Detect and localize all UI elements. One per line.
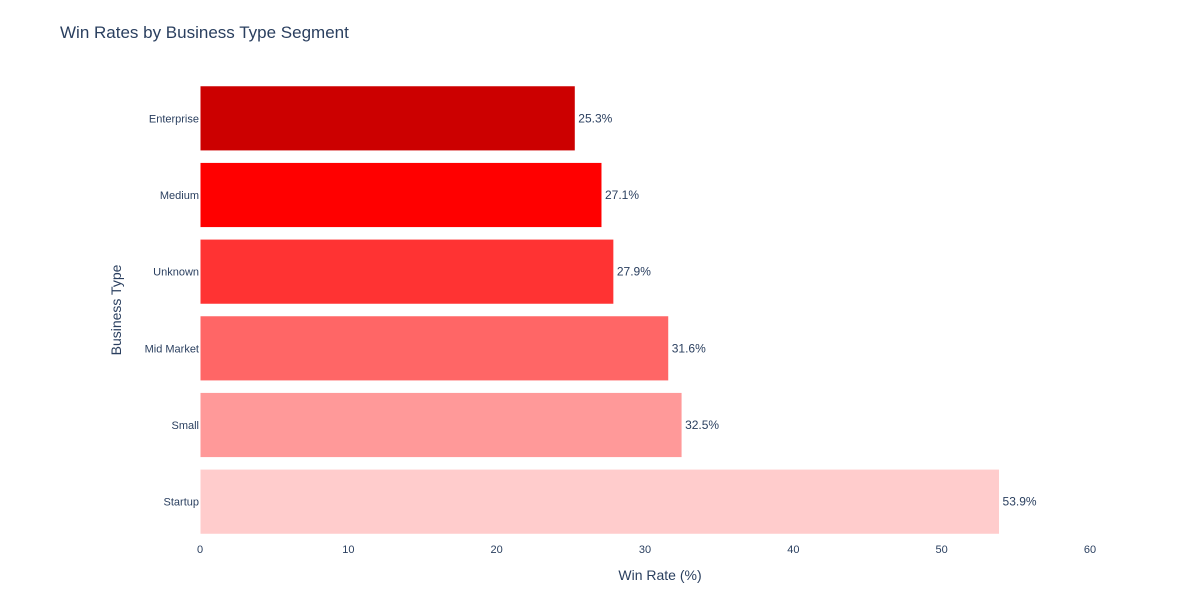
bar-startup: [199, 468, 1001, 535]
y-tick-label-medium: Medium: [160, 190, 199, 202]
y-tick-label-startup: Startup: [164, 497, 199, 509]
x-tick-label-30: 30: [639, 544, 651, 556]
bar-small: [199, 391, 683, 459]
x-tick-label-40: 40: [787, 544, 799, 556]
y-tick-label-unknown: Unknown: [153, 267, 199, 279]
data-label-enterprise: 25.3%: [578, 111, 612, 125]
x-axis-title: Win Rate (%): [618, 567, 701, 583]
data-label-medium: 27.1%: [605, 188, 639, 202]
chart-title: Win Rates by Business Type Segment: [60, 23, 349, 42]
y-axis-title: Business Type: [108, 264, 124, 355]
y-tick-label-small: Small: [171, 420, 199, 432]
x-tick-label-10: 10: [342, 544, 354, 556]
y-axis-ticks: Enterprise Medium Unknown Mid Market Small St…: [145, 113, 199, 508]
bar-unknown: [199, 238, 615, 305]
x-tick-label-50: 50: [936, 544, 948, 556]
x-tick-label-60: 60: [1084, 544, 1096, 556]
x-tick-label-0: 0: [197, 544, 203, 556]
bar-mid-market: [199, 315, 670, 382]
x-axis-ticks: 0 10 20 30 40 50 60: [197, 544, 1096, 556]
x-tick-label-20: 20: [491, 544, 503, 556]
y-tick-label-mid-market: Mid Market: [145, 343, 199, 355]
data-label-unknown: 27.9%: [617, 265, 651, 279]
bar-enterprise: [199, 85, 576, 152]
bar-medium: [199, 161, 603, 229]
y-tick-label-enterprise: Enterprise: [149, 113, 199, 125]
data-label-small: 32.5%: [685, 418, 719, 432]
data-label-mid-market: 31.6%: [672, 341, 706, 355]
bars-layer: [199, 85, 1001, 535]
data-label-startup: 53.9%: [1003, 495, 1037, 509]
data-labels: 25.3% 27.1% 27.9% 31.6% 32.5% 53.9%: [578, 111, 1037, 508]
